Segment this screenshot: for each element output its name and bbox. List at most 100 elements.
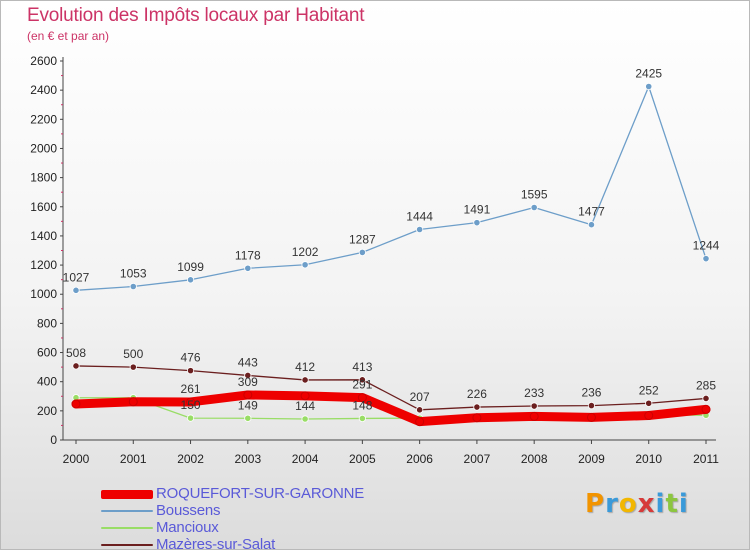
y-tick-label: 1000 [30,287,57,301]
data-point-2 [301,415,309,423]
data-point-0 [300,391,310,401]
data-point-0 [415,417,425,427]
y-tick-label: 2400 [30,83,57,97]
x-tick-label: 2003 [234,452,261,466]
proxiti-logo: Proxiti [585,489,689,519]
data-point-1 [186,276,195,284]
data-label-3: 476 [181,351,201,365]
data-point-0 [186,397,196,407]
data-point-1 [645,82,653,91]
x-tick-label: 2011 [693,452,719,466]
data-label-3: 508 [66,346,86,360]
y-tick-label: 1400 [30,229,57,243]
data-point-2 [244,414,252,422]
data-point-1 [244,264,252,272]
legend-label-mazeres: Mazères-sur-Salat [156,536,276,553]
data-point-3 [587,401,596,410]
x-tick-label: 2000 [63,452,90,466]
data-label-3: 236 [581,386,601,400]
x-tick-label: 2004 [292,452,319,466]
y-tick-label: 1600 [30,200,57,214]
data-point-3 [186,367,195,375]
logo-letter: i [655,489,666,519]
data-point-3 [702,394,710,403]
data-label-0: 309 [238,375,258,389]
x-tick-label: 2005 [349,452,376,466]
data-label-3: 443 [238,355,258,369]
y-tick-label: 800 [37,316,57,330]
data-point-3 [129,363,137,371]
series-line-0 [71,390,711,427]
data-point-0 [357,393,367,403]
data-label-2: 144 [295,399,315,413]
data-label-1: 1477 [578,205,605,219]
data-point-2 [358,414,366,423]
data-point-1 [702,255,710,263]
legend-label-roquefort: ROQUEFORT-SUR-GARONNE [156,485,365,502]
y-tick-label: 1200 [30,258,57,272]
data-point-3 [473,403,481,411]
data-point-0 [529,411,539,421]
logo-letter: x [637,489,656,519]
y-tick-label: 2200 [30,112,57,126]
data-label-3: 413 [352,360,372,374]
data-point-1 [129,282,137,291]
data-point-1 [530,203,538,212]
legend-swatch-mancioux [101,527,153,529]
data-label-1: 1595 [521,187,548,201]
y-tick-label: 1800 [30,171,57,185]
logo-letter: r [605,489,619,519]
data-label-1: 1444 [406,210,433,224]
data-point-0 [243,390,253,400]
data-point-1 [301,261,309,269]
x-tick-label: 2006 [406,452,433,466]
logo-letter: i [678,489,689,519]
data-label-0: 291 [352,378,372,392]
data-point-1 [587,221,596,229]
logo-letter: P [585,489,606,519]
data-label-3: 226 [467,387,487,401]
data-point-1 [416,225,424,234]
y-tick-label: 600 [37,346,57,360]
data-point-1 [72,286,80,294]
legend-swatch-mazeres [101,544,153,546]
data-label-1: 2425 [635,67,662,81]
data-point-0 [128,397,138,407]
data-point-3 [530,402,538,410]
data-point-1 [358,248,366,256]
chart-subtitle: (en € et par an) [27,29,110,43]
legend-swatch-boussens [101,510,153,512]
data-point-3 [416,406,424,414]
data-point-3 [645,399,653,407]
data-point-3 [358,376,366,384]
data-label-3: 252 [639,383,659,397]
legend-label-boussens: Boussens [156,502,221,519]
data-label-1: 1287 [349,232,376,246]
data-label-1: 1178 [235,248,261,262]
data-label-1: 1053 [120,267,147,281]
data-point-2 [186,414,195,422]
y-tick-label: 200 [37,404,57,418]
data-label-0: 261 [181,382,201,396]
x-tick-label: 2002 [177,452,204,466]
data-point-0 [701,404,711,414]
y-tick-label: 400 [37,375,57,389]
x-tick-label: 2008 [521,452,548,466]
data-label-1: 1099 [177,260,204,274]
data-point-0 [644,411,654,421]
x-tick-label: 2001 [120,452,147,466]
data-point-0 [472,413,482,423]
legend-swatch-roquefort [101,490,153,499]
series-line-1 [75,85,707,291]
series-line-3 [75,365,707,411]
data-label-3: 500 [123,347,143,361]
data-point-0 [586,412,596,422]
data-point-1 [473,219,481,227]
data-label-3: 207 [410,390,430,404]
data-label-1: 1202 [292,245,319,259]
data-label-2: 149 [238,398,258,412]
data-label-2: 150 [181,398,201,412]
x-tick-label: 2010 [635,452,662,466]
